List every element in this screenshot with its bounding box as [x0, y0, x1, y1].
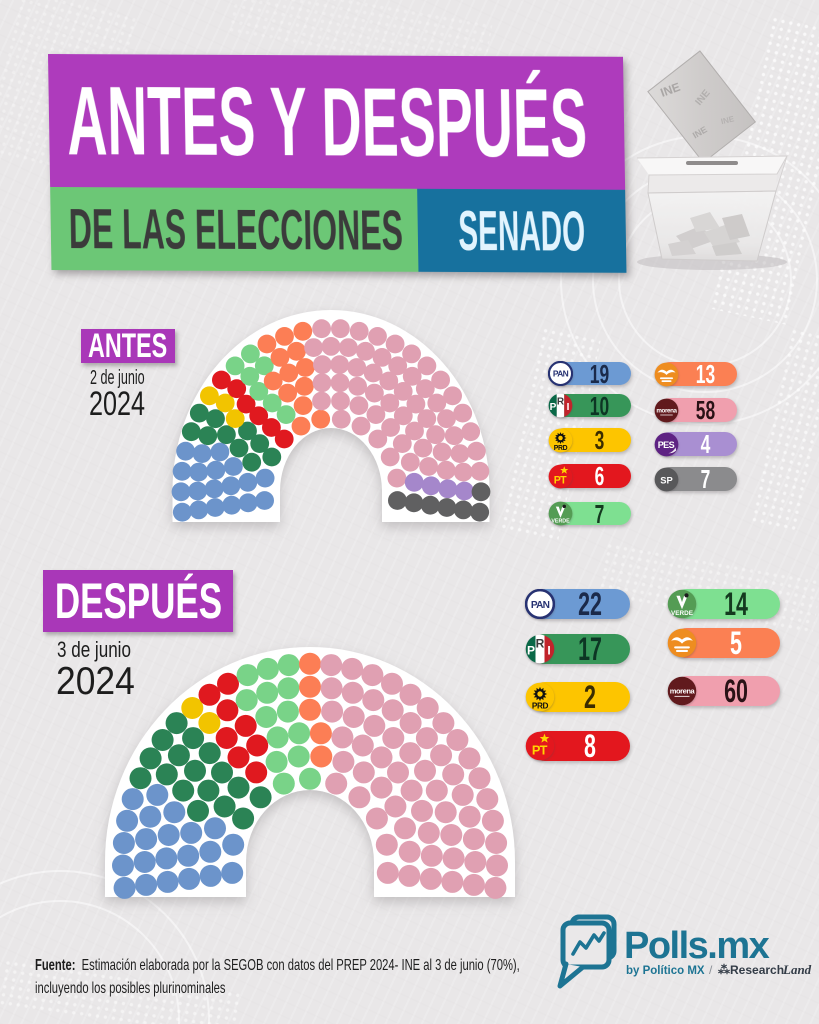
svg-text:PRD: PRD: [554, 445, 568, 452]
svg-text:PT: PT: [532, 743, 548, 758]
svg-text:P: P: [550, 402, 557, 413]
svg-text:Land: Land: [782, 962, 812, 977]
svg-text:INE: INE: [658, 80, 682, 100]
svg-text:R: R: [536, 637, 545, 651]
svg-text:⁂Research: ⁂Research: [718, 963, 784, 977]
svg-text:Polls.mx: Polls.mx: [624, 925, 770, 967]
svg-text:PRD: PRD: [532, 702, 549, 711]
svg-text:SP: SP: [660, 475, 673, 485]
svg-text:I: I: [547, 643, 550, 657]
svg-text:PT: PT: [554, 475, 567, 487]
svg-text:I: I: [567, 402, 570, 413]
svg-text:VERDE: VERDE: [551, 519, 570, 525]
svg-text:INE: INE: [720, 114, 736, 126]
svg-text:P: P: [527, 643, 535, 657]
svg-text:morena: morena: [670, 687, 696, 696]
svg-text:PES: PES: [658, 440, 675, 450]
svg-text:by Político MX: by Político MX: [626, 965, 705, 977]
svg-text:PAN: PAN: [553, 369, 569, 379]
svg-text:morena: morena: [656, 408, 677, 415]
svg-text:R: R: [557, 396, 565, 407]
svg-text:/: /: [709, 963, 713, 977]
svg-text:PAN: PAN: [531, 600, 550, 611]
svg-text:VERDE: VERDE: [671, 610, 693, 617]
